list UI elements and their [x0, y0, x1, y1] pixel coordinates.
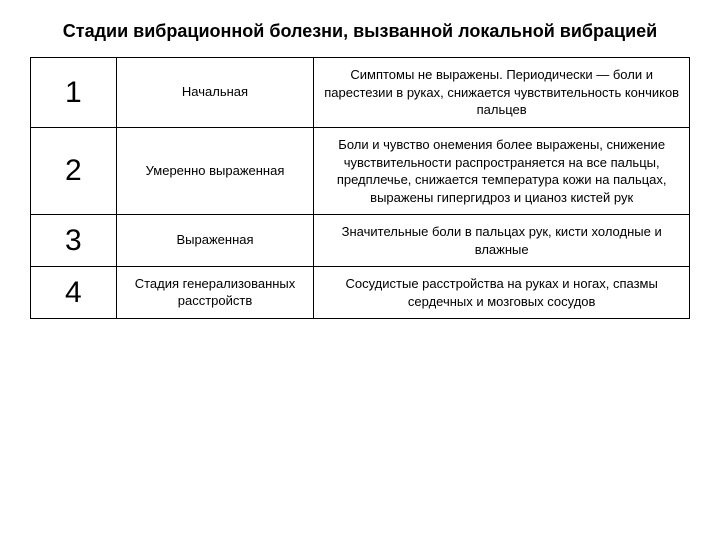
- page-title: Стадии вибрационной болезни, вызванной л…: [30, 20, 690, 43]
- stage-name: Выраженная: [116, 215, 314, 267]
- stage-description: Симптомы не выражены. Периодически — бол…: [314, 58, 690, 128]
- stage-number: 3: [31, 215, 117, 267]
- stage-description: Значительные боли в пальцах рук, кисти х…: [314, 215, 690, 267]
- stage-name: Стадия генерализованных расстройств: [116, 267, 314, 319]
- stage-number: 1: [31, 58, 117, 128]
- table-row: 3 Выраженная Значительные боли в пальцах…: [31, 215, 690, 267]
- stage-name: Умеренно выраженная: [116, 128, 314, 215]
- table-row: 4 Стадия генерализованных расстройств Со…: [31, 267, 690, 319]
- table-row: 2 Умеренно выраженная Боли и чувство оне…: [31, 128, 690, 215]
- table-row: 1 Начальная Симптомы не выражены. Период…: [31, 58, 690, 128]
- stage-number: 2: [31, 128, 117, 215]
- stage-name: Начальная: [116, 58, 314, 128]
- stages-table: 1 Начальная Симптомы не выражены. Период…: [30, 57, 690, 319]
- stage-number: 4: [31, 267, 117, 319]
- stage-description: Боли и чувство онемения более выражены, …: [314, 128, 690, 215]
- stage-description: Сосудистые расстройства на руках и ногах…: [314, 267, 690, 319]
